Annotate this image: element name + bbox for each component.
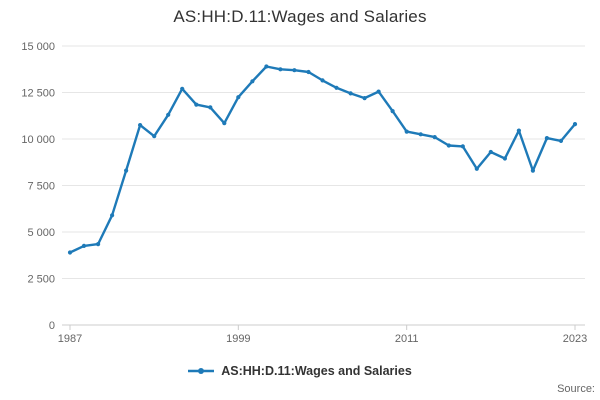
x-axis-tick-label: 1987: [58, 333, 82, 345]
data-point-marker[interactable]: [208, 105, 213, 110]
legend-label: AS:HH:D.11:Wages and Salaries: [221, 364, 412, 378]
data-point-marker[interactable]: [432, 135, 437, 140]
x-axis-tick-label: 1999: [226, 333, 250, 345]
data-point-marker[interactable]: [124, 168, 129, 173]
data-point-marker[interactable]: [418, 132, 423, 137]
y-axis-tick-label: 12 500: [21, 88, 55, 100]
data-point-marker[interactable]: [488, 149, 493, 155]
legend-marker: [198, 368, 205, 374]
data-point-marker[interactable]: [236, 95, 241, 100]
data-point-marker[interactable]: [334, 85, 339, 90]
data-point-marker[interactable]: [138, 123, 143, 128]
data-point-marker[interactable]: [152, 134, 157, 139]
y-axis-tick-label: 0: [49, 320, 55, 332]
x-axis-tick-label: 2011: [395, 333, 419, 345]
data-point-marker[interactable]: [306, 69, 311, 75]
line-chart-plot-area[interactable]: 0 2 500 5 000 7 500 10 000 12 500 15 000 1987 19…: [0, 0, 600, 352]
chart-title: AS:HH:D.11:Wages and Salaries: [173, 7, 427, 26]
legend: AS:HH:D.11:Wages and Salaries: [0, 364, 600, 378]
data-point-marker[interactable]: [516, 128, 522, 133]
data-point-marker[interactable]: [348, 91, 353, 96]
legend-item-wages-and-salaries[interactable]: AS:HH:D.11:Wages and Salaries: [188, 364, 412, 378]
data-point-marker[interactable]: [446, 143, 451, 148]
data-point-marker[interactable]: [390, 109, 395, 114]
source-label: Source:: [557, 383, 595, 395]
data-point-marker[interactable]: [460, 144, 465, 149]
data-point-marker[interactable]: [558, 138, 564, 143]
data-point-marker[interactable]: [292, 68, 297, 73]
data-point-marker[interactable]: [264, 64, 269, 69]
data-point-marker[interactable]: [180, 86, 185, 91]
series-line[interactable]: [68, 65, 577, 254]
data-point-marker[interactable]: [502, 156, 507, 161]
data-point-marker[interactable]: [376, 89, 381, 94]
y-axis-tick-label: 2 500: [27, 274, 55, 286]
x-axis-tick-label: 2023: [563, 333, 587, 345]
data-point-marker[interactable]: [278, 67, 283, 72]
data-point-marker[interactable]: [320, 78, 325, 83]
data-point-marker[interactable]: [110, 213, 115, 218]
data-point-marker[interactable]: [166, 112, 171, 117]
data-point-marker[interactable]: [544, 136, 550, 141]
data-point-marker[interactable]: [530, 168, 536, 173]
y-axis-tick-label: 15 000: [21, 41, 55, 53]
data-point-marker[interactable]: [96, 242, 101, 247]
data-point-marker[interactable]: [222, 121, 227, 126]
data-point-marker[interactable]: [362, 96, 367, 101]
legend-series-line-icon: [188, 368, 215, 374]
y-axis-tick-label: 7 500: [27, 181, 55, 193]
y-axis-tick-label: 10 000: [21, 134, 55, 146]
data-point-marker[interactable]: [572, 122, 578, 127]
y-axis-tick-label: 5 000: [27, 227, 55, 239]
data-point-marker[interactable]: [404, 129, 409, 134]
data-point-marker[interactable]: [194, 102, 199, 107]
data-point-marker[interactable]: [250, 79, 255, 84]
data-point-marker[interactable]: [474, 166, 479, 171]
data-point-marker[interactable]: [67, 250, 73, 255]
data-point-marker[interactable]: [81, 243, 87, 248]
